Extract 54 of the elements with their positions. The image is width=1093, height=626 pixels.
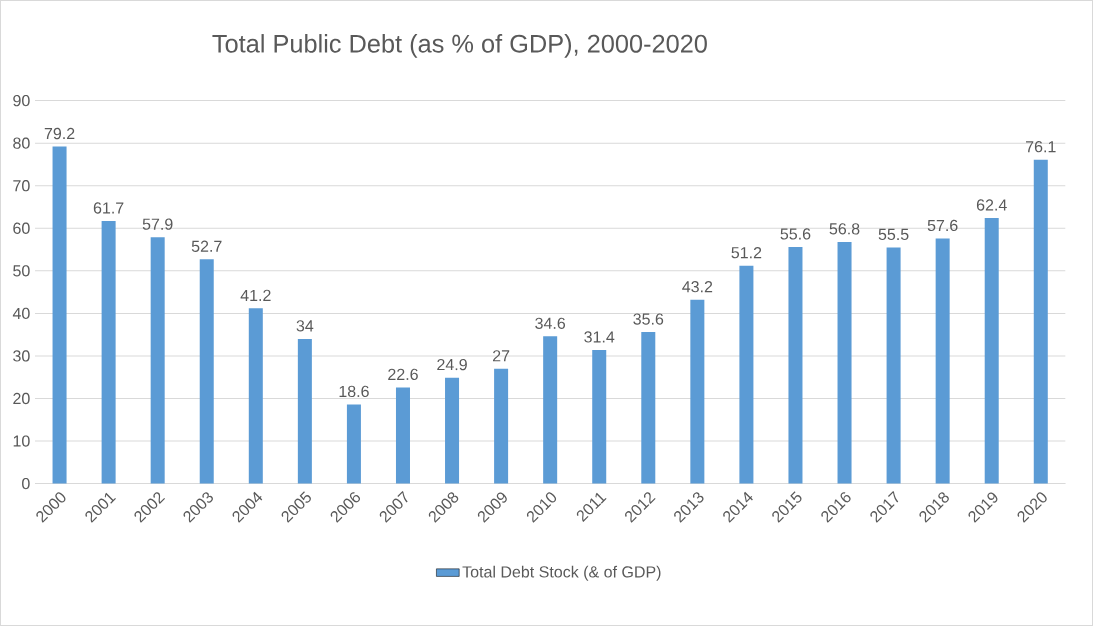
y-tick-label: 0 xyxy=(22,477,30,490)
data-label: 76.1 xyxy=(1026,141,1056,153)
bar xyxy=(52,146,67,484)
bar xyxy=(297,338,312,484)
data-label: 41.2 xyxy=(240,289,271,301)
data-label: 51.2 xyxy=(731,247,762,259)
bar xyxy=(690,299,705,484)
data-label: 57.9 xyxy=(142,218,173,230)
bar xyxy=(395,387,410,484)
data-label: 34 xyxy=(296,320,314,332)
bar xyxy=(739,265,754,484)
data-label: 31.4 xyxy=(584,331,615,343)
bar xyxy=(592,350,607,484)
bar xyxy=(101,221,116,484)
data-label: 35.6 xyxy=(633,313,664,325)
legend-label: Total Debt Stock (& of GDP) xyxy=(462,565,661,581)
chart-title: Total Public Debt (as % of GDP), 2000-2020 xyxy=(212,34,707,58)
y-tick-label: 80 xyxy=(13,137,30,149)
bar xyxy=(445,377,460,484)
bar xyxy=(150,237,165,484)
bar xyxy=(886,247,901,484)
data-label: 52.7 xyxy=(191,240,222,252)
y-tick-label: 90 xyxy=(13,94,30,107)
data-label: 56.8 xyxy=(829,223,860,235)
y-tick-label: 10 xyxy=(13,435,30,447)
data-label: 57.6 xyxy=(927,219,958,232)
bar xyxy=(199,259,214,484)
data-label: 24.9 xyxy=(437,358,467,371)
data-label: 22.6 xyxy=(388,368,418,381)
bar xyxy=(837,241,852,484)
bar xyxy=(494,368,509,484)
data-label: 79.2 xyxy=(44,127,75,140)
data-label: 61.7 xyxy=(93,202,124,214)
bar xyxy=(248,308,263,484)
data-label: 34.6 xyxy=(535,317,566,330)
bar xyxy=(788,247,803,484)
bar xyxy=(984,218,999,484)
bar xyxy=(346,404,361,484)
data-label: 55.6 xyxy=(780,228,811,240)
bar xyxy=(543,336,558,484)
y-tick-label: 20 xyxy=(13,392,30,405)
bar xyxy=(641,332,656,484)
data-label: 27 xyxy=(493,350,510,362)
data-label: 62.4 xyxy=(976,199,1007,211)
y-tick-label: 50 xyxy=(13,265,30,277)
y-tick-label: 70 xyxy=(13,180,30,192)
data-label: 55.5 xyxy=(878,228,909,241)
y-tick-label: 40 xyxy=(12,307,30,320)
bar xyxy=(1033,159,1048,484)
data-label: 18.6 xyxy=(339,385,369,398)
data-label: 43.2 xyxy=(682,281,713,293)
bar xyxy=(935,238,950,484)
y-tick-label: 60 xyxy=(13,222,30,234)
y-tick-label: 30 xyxy=(13,350,30,362)
